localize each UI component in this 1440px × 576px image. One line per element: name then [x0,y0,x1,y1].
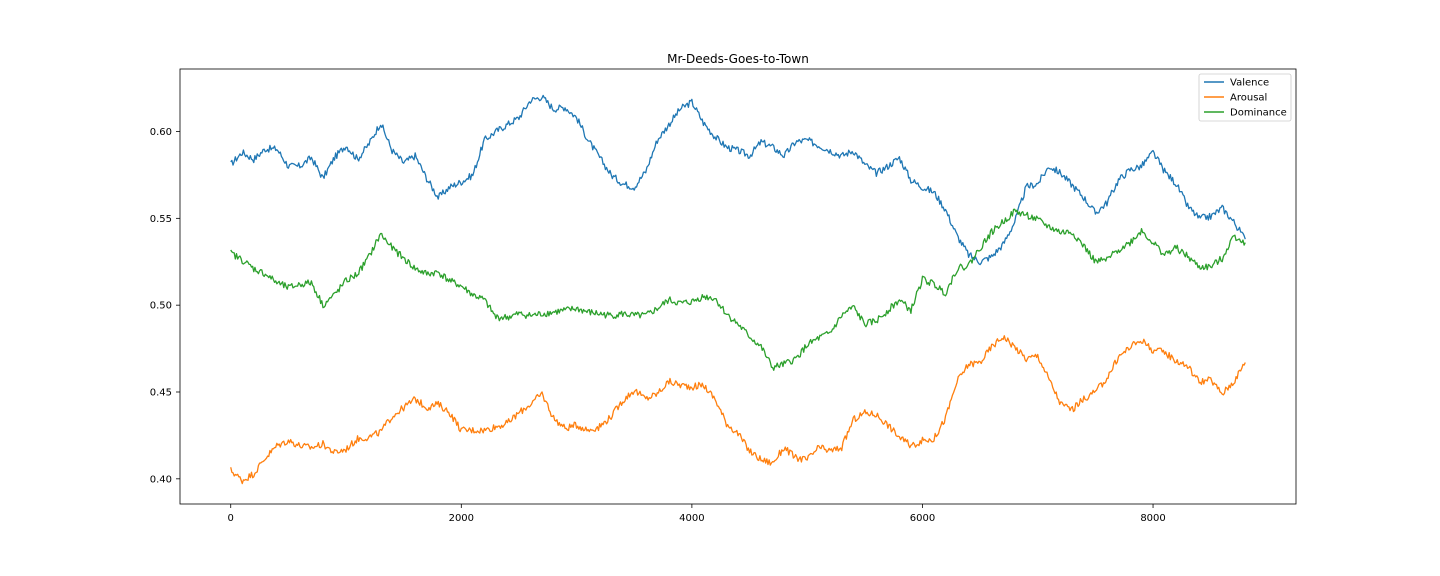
y-tick-label: 0.45 [150,387,172,398]
y-tick-label: 0.55 [150,214,172,225]
legend: Valence Arousal Dominance [1198,73,1292,122]
series-lines [230,94,1246,485]
y-axis: 0.40 0.45 0.50 0.55 0.60 [150,127,180,485]
series-line-arousal [230,335,1246,485]
x-tick-label: 0 [228,513,234,524]
y-tick-label: 0.40 [150,474,172,485]
x-tick-label: 6000 [910,513,935,524]
legend-label-dominance: Dominance [1230,108,1287,119]
legend-box [1198,73,1292,122]
x-axis: 0 2000 4000 6000 8000 [228,504,1166,524]
x-tick-label: 4000 [679,513,704,524]
series-line-valence [230,94,1246,266]
legend-label-arousal: Arousal [1230,93,1267,104]
x-tick-label: 8000 [1140,513,1165,524]
chart-title: Mr-Deeds-Goes-to-Town [667,52,809,66]
series-line-dominance [230,208,1246,371]
x-tick-label: 2000 [449,513,474,524]
plot-area-frame [179,68,1297,505]
y-tick-label: 0.60 [150,127,172,138]
y-tick-label: 0.50 [150,301,172,312]
legend-label-valence: Valence [1230,78,1269,89]
